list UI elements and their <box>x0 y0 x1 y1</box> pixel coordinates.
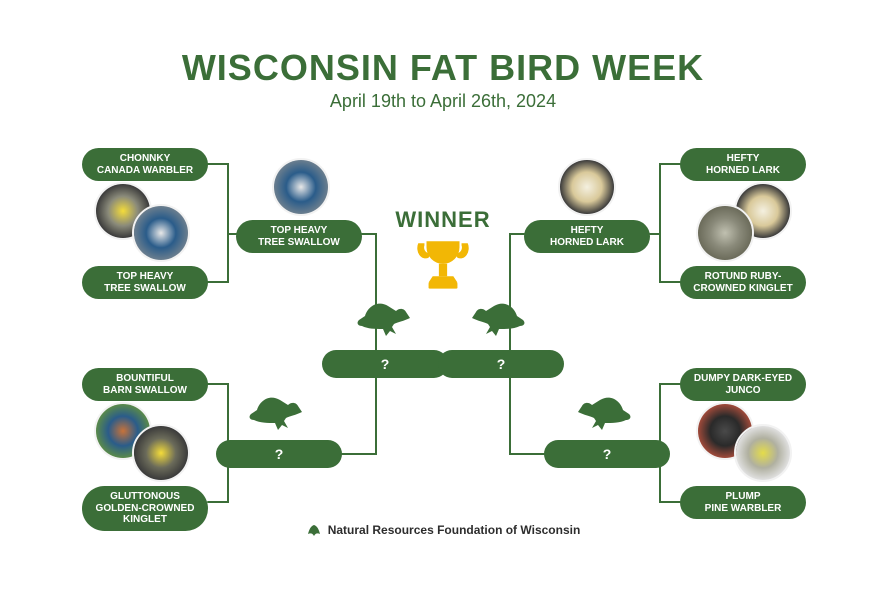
seed-label-r2b: PLUMPPINE WARBLER <box>680 486 806 519</box>
round2-label-r2: ? <box>544 440 670 468</box>
seed-label-r1a: HEFTYHORNED LARK <box>680 148 806 181</box>
bird-silhouette-icon-left-final <box>356 296 412 340</box>
bird-silhouette-icon-r2 <box>576 390 632 434</box>
semifinal-label-right: ? <box>438 350 564 378</box>
footer: Natural Resources Foundation of Wisconsi… <box>0 522 886 538</box>
seed-avatar-r1b <box>696 204 754 262</box>
seed-label-l2a: BOUNTIFULBARN SWALLOW <box>82 368 208 401</box>
round2-avatar-r1 <box>558 158 616 216</box>
semifinal-label-left: ? <box>322 350 448 378</box>
round2-label-l2: ? <box>216 440 342 468</box>
seed-label-l1a: CHONNKYCANADA WARBLER <box>82 148 208 181</box>
seed-label-r1b: ROTUND RUBY-CROWNED KINGLET <box>680 266 806 299</box>
seed-avatar-l1b <box>132 204 190 262</box>
seed-avatar-r2b <box>734 424 792 482</box>
seed-label-r2a: DUMPY DARK-EYEDJUNCO <box>680 368 806 401</box>
seed-avatar-l2b <box>132 424 190 482</box>
footer-text: Natural Resources Foundation of Wisconsi… <box>328 523 581 537</box>
bird-silhouette-icon-l2 <box>248 390 304 434</box>
bird-silhouette-icon-right-final <box>470 296 526 340</box>
round2-label-l1: TOP HEAVYTREE SWALLOW <box>236 220 362 253</box>
foundation-logo-icon <box>306 522 322 538</box>
round2-label-r1: HEFTYHORNED LARK <box>524 220 650 253</box>
seed-label-l1b: TOP HEAVYTREE SWALLOW <box>82 266 208 299</box>
round2-avatar-l1 <box>272 158 330 216</box>
bracket-canvas: WISCONSIN FAT BIRD WEEK April 19th to Ap… <box>0 0 886 591</box>
